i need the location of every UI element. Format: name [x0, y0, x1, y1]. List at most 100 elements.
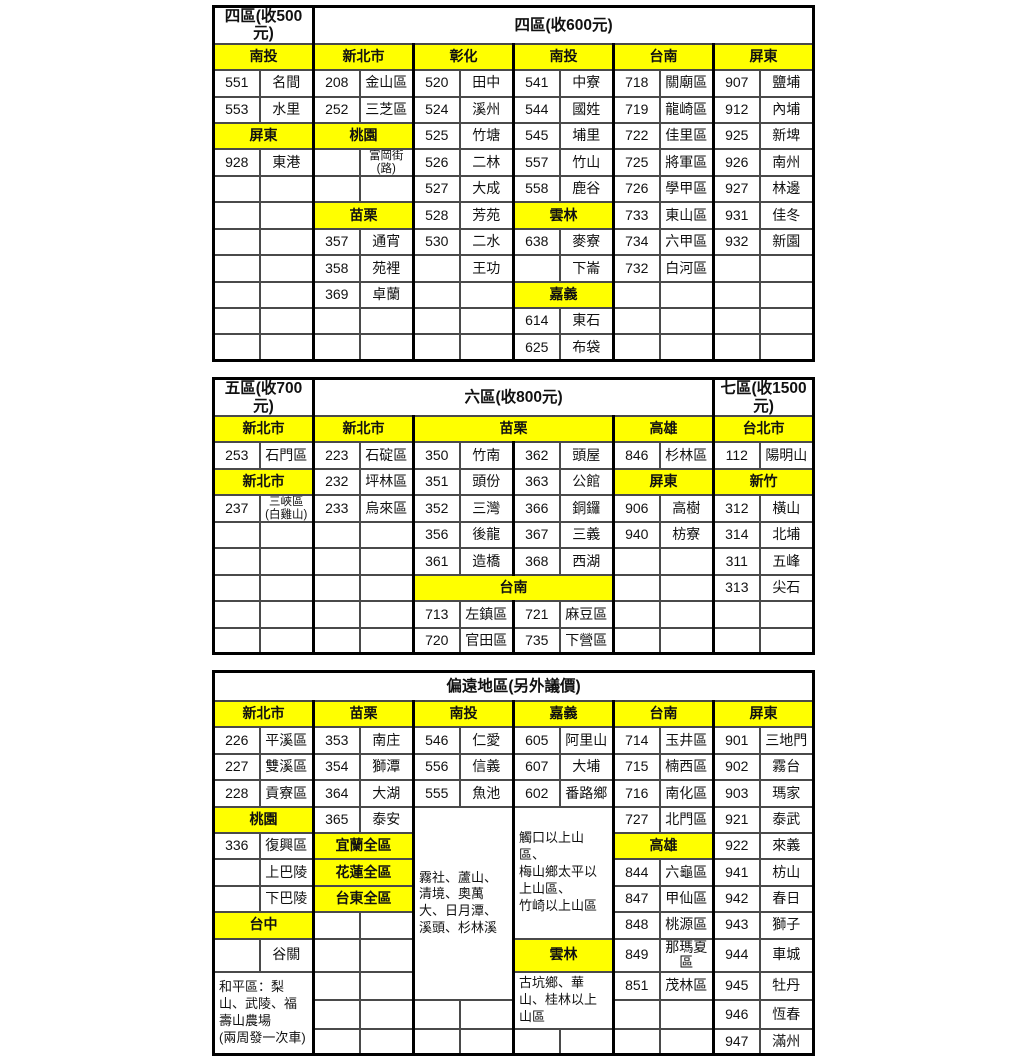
empty-cell: [458, 333, 515, 362]
table-row: 928 東港 富岡街 (路) 526 二林 557 竹山 725 將軍區 926 南州: [212, 148, 815, 178]
region-header-cell: 嘉義: [512, 699, 615, 729]
empty-cell: [358, 626, 415, 655]
empty-cell: [712, 307, 761, 336]
area-name-cell: 三灣: [458, 494, 515, 524]
code-cell: 545: [512, 121, 561, 151]
zone-title-cell: 偏遠地區(另外議價): [211, 670, 815, 702]
zone-title-cell: 五區(收700元): [212, 377, 315, 418]
empty-cell: [658, 573, 715, 603]
empty-cell: [212, 254, 261, 283]
code-cell: 922: [712, 831, 761, 861]
table-row: 苗栗 528 芳苑 雲林 733 東山區 931 佳冬: [212, 201, 815, 230]
empty-cell: [312, 911, 361, 940]
empty-cell: [258, 547, 315, 576]
area-name-cell: 內埔: [758, 95, 815, 124]
empty-cell: [358, 573, 415, 603]
code-cell: 311: [712, 547, 761, 576]
area-name-cell: 六甲區: [658, 227, 715, 257]
area-name-cell: 番路鄉: [558, 779, 615, 808]
code-cell: 208: [312, 69, 361, 98]
code-cell: 232: [312, 467, 361, 497]
empty-cell: [412, 307, 461, 336]
table-row: 227 雙溪區 354 獅潭 556 信義 607 大埔 715 楠西區 902 霧台: [212, 752, 815, 782]
area-name-cell: 佳冬: [758, 201, 815, 230]
table-row: 新北市 新北市 苗栗 高雄 台北市: [212, 415, 815, 444]
area-name-cell: 南化區: [658, 779, 715, 808]
shipping-zone-tables-container: 四區(收500元) 四區(收600元) 南投 新北市 彰化 南投 台南 屏東 551 名間 208 金…: [211, 5, 816, 1056]
area-name-cell: 新園: [758, 227, 815, 257]
code-cell: 354: [312, 752, 361, 782]
code-cell: 312: [712, 494, 761, 524]
area-name-cell: 玉井區: [658, 726, 715, 755]
empty-cell: [212, 626, 261, 655]
code-cell: 358: [312, 254, 361, 283]
table-row: 新北市 苗栗 南投 嘉義 台南 屏東: [212, 699, 815, 729]
empty-cell: [358, 970, 415, 1002]
area-name-cell: 銅鑼: [558, 494, 615, 524]
note-cell: 古坑鄉、華山、桂林以上山區: [512, 970, 615, 1030]
empty-cell: [312, 573, 361, 603]
area-name-cell: 龍崎區: [658, 95, 715, 124]
table-row: 713 左鎮區 721 麻豆區: [212, 600, 815, 629]
code-cell: 851: [612, 970, 661, 1002]
area-name-cell: 下巴陵: [258, 884, 315, 914]
empty-cell: [412, 280, 461, 310]
area-name-cell: 枋寮: [658, 521, 715, 550]
table-row: 237 三峽區 (白雞山) 233 烏來區 352 三灣 366 銅鑼 906 高樹 312 橫山: [212, 494, 815, 524]
code-cell: 362: [512, 441, 561, 470]
region-header-cell: 台南: [412, 573, 615, 603]
area-name-cell: 坪林區: [358, 467, 415, 497]
code-cell: 314: [712, 521, 761, 550]
code-cell: 227: [212, 752, 261, 782]
area-name-cell: 高樹: [658, 494, 715, 524]
empty-cell: [458, 307, 515, 336]
code-cell: 356: [412, 521, 461, 550]
empty-cell: [458, 999, 515, 1030]
area-name-cell: 石門區: [258, 441, 315, 470]
empty-cell: [212, 201, 261, 230]
empty-cell: [458, 280, 515, 310]
empty-cell: [758, 333, 815, 362]
area-name-cell: 尖石: [758, 573, 815, 603]
zone4-price-table: 四區(收500元) 四區(收600元) 南投 新北市 彰化 南投 台南 屏東 551 名間 208 金…: [212, 5, 816, 363]
table-row: 台南 313 尖石: [212, 573, 815, 603]
empty-cell: [758, 626, 815, 655]
empty-cell: [358, 307, 415, 336]
region-header-cell: 苗栗: [312, 699, 415, 729]
code-cell: 726: [612, 175, 661, 204]
empty-cell: [412, 333, 461, 362]
code-cell: 541: [512, 69, 561, 98]
empty-cell: [358, 547, 415, 576]
region-header-cell: 嘉義: [512, 280, 615, 310]
area-name-cell: 五峰: [758, 547, 815, 576]
code-cell: 361: [412, 547, 461, 576]
area-name-cell: 三峽區 (白雞山): [258, 494, 315, 524]
area-name-cell: 下崙: [558, 254, 615, 283]
code-cell: 252: [312, 95, 361, 124]
area-name-cell: 造橋: [458, 547, 515, 576]
empty-cell: [258, 600, 315, 629]
empty-cell: [358, 1027, 415, 1056]
note-cell: 霧社、蘆山、清境、奧萬大、日月潭、溪頭、杉林溪: [412, 805, 515, 1002]
code-cell: 555: [412, 779, 461, 808]
area-name-cell: 林邊: [758, 175, 815, 204]
table-row: 屏東 桃園 525 竹塘 545 埔里 722 佳里區 925 新埤: [212, 121, 815, 151]
code-cell: 605: [512, 726, 561, 755]
region-header-cell: 新北市: [212, 415, 315, 444]
empty-cell: [258, 626, 315, 655]
table-row: 台中 848 桃源區 943 獅子: [212, 911, 815, 940]
code-cell: 848: [612, 911, 661, 940]
area-name-cell: 後龍: [458, 521, 515, 550]
area-name-cell: 頭份: [458, 467, 515, 497]
table-row: 357 通宵 530 二水 638 麥寮 734 六甲區 932 新園: [212, 227, 815, 257]
code-cell: 546: [412, 726, 461, 755]
empty-cell: [312, 600, 361, 629]
area-name-cell: 將軍區: [658, 148, 715, 178]
code-cell: 557: [512, 148, 561, 178]
area-name-cell: 那瑪夏區: [658, 937, 715, 973]
code-cell: 945: [712, 970, 761, 1002]
area-name-cell: 甲仙區: [658, 884, 715, 914]
empty-cell: [412, 1027, 461, 1056]
code-cell: 907: [712, 69, 761, 98]
region-header-cell: 新北市: [212, 467, 315, 497]
